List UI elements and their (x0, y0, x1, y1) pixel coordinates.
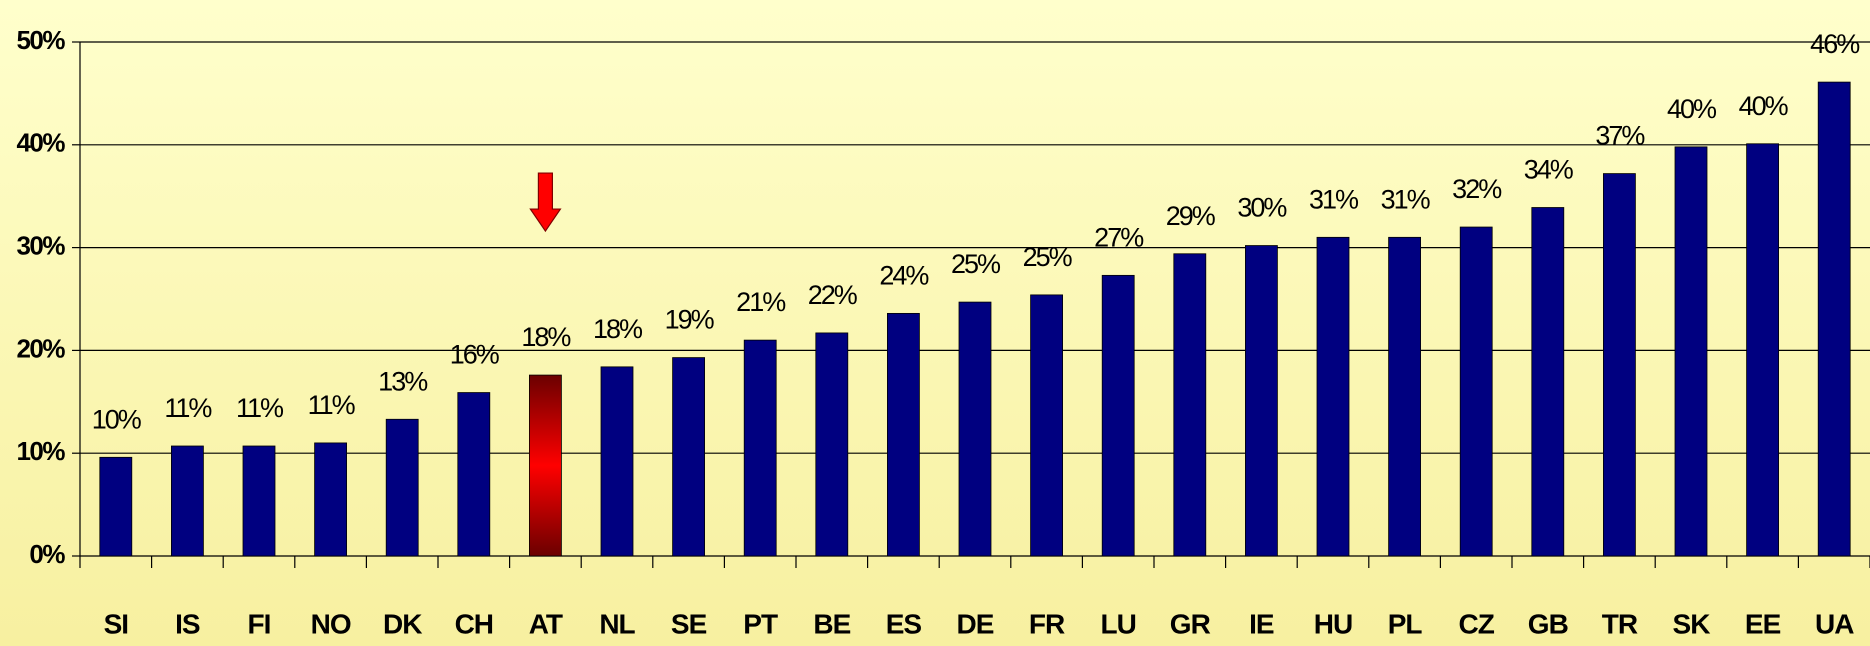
x-tick-label: IE (1249, 608, 1274, 639)
value-label: 32% (1452, 174, 1502, 204)
x-tick-label: GB (1528, 608, 1568, 639)
x-tick-label: GR (1170, 608, 1211, 639)
value-label: 11% (308, 390, 356, 420)
value-label: 29% (1166, 201, 1216, 231)
value-label: 46% (1810, 29, 1860, 59)
value-label: 25% (951, 249, 1001, 279)
x-tick-label: PL (1388, 608, 1423, 639)
value-label: 40% (1739, 91, 1789, 121)
bar (1746, 143, 1779, 557)
x-tick-label: HU (1314, 608, 1352, 639)
x-tick-label: IS (175, 608, 200, 639)
value-label: 22% (808, 280, 858, 310)
value-label: 10% (92, 404, 142, 434)
bar (170, 445, 204, 557)
bar (958, 301, 992, 557)
bar (1603, 173, 1636, 557)
value-label: 13% (378, 366, 428, 396)
value-label: 25% (1023, 242, 1073, 272)
bar (887, 312, 920, 557)
x-tick-label: TR (1602, 608, 1638, 639)
x-tick-label: EE (1745, 608, 1781, 639)
x-tick-label: NO (311, 608, 351, 639)
bar (600, 366, 634, 557)
bar (529, 374, 562, 557)
bar (1101, 274, 1135, 557)
bar (314, 442, 348, 557)
value-label: 21% (736, 287, 786, 317)
y-tick-label: 50% (16, 25, 65, 55)
y-tick-label: 0% (29, 539, 65, 569)
bar (1674, 146, 1708, 557)
y-tick-label: 40% (16, 128, 65, 158)
x-tick-label: FR (1029, 608, 1065, 639)
x-tick-label: PT (743, 608, 778, 639)
value-label: 37% (1595, 121, 1645, 151)
value-label: 16% (450, 340, 500, 370)
value-label: 11% (236, 393, 284, 423)
value-label: 24% (879, 261, 929, 291)
x-tick-label: ES (886, 608, 922, 639)
x-tick-label: DK (383, 608, 422, 639)
value-label: 30% (1237, 193, 1287, 223)
x-tick-label: SE (671, 608, 707, 639)
value-label: 34% (1524, 155, 1574, 185)
value-label: 11% (164, 393, 212, 423)
bar (242, 445, 276, 557)
value-label: 40% (1667, 94, 1717, 124)
bar (815, 332, 849, 557)
x-tick-label: SI (104, 608, 128, 639)
bar (1817, 81, 1851, 557)
bar (1459, 226, 1493, 557)
x-tick-label: DE (957, 608, 994, 639)
x-tick-label: SK (1673, 608, 1711, 639)
x-tick-label: NL (599, 608, 635, 639)
value-label: 18% (521, 322, 571, 352)
y-tick-label: 20% (16, 333, 65, 363)
bar (99, 456, 133, 557)
bar (743, 339, 777, 557)
value-label: 27% (1094, 222, 1144, 252)
bar (385, 418, 419, 557)
bar (1030, 294, 1063, 557)
x-tick-label: CZ (1459, 608, 1495, 639)
bar (1531, 207, 1565, 557)
y-tick-label: 30% (16, 230, 65, 260)
bar (1173, 253, 1207, 557)
value-label: 18% (593, 314, 643, 344)
x-tick-label: BE (813, 608, 850, 639)
bar (1245, 245, 1278, 557)
y-tick-label: 10% (16, 436, 65, 466)
bar (1316, 236, 1350, 557)
bar (1388, 236, 1421, 557)
x-tick-label: UA (1815, 608, 1854, 639)
value-label: 31% (1381, 184, 1431, 214)
value-label: 31% (1309, 184, 1359, 214)
arrow (529, 172, 562, 233)
value-label: 19% (665, 305, 715, 335)
x-tick-label: LU (1101, 608, 1136, 639)
bar (672, 357, 705, 557)
x-tick-label: CH (455, 608, 493, 639)
x-tick-label: AT (529, 608, 563, 639)
x-tick-label: FI (248, 608, 271, 639)
bar (457, 392, 491, 557)
